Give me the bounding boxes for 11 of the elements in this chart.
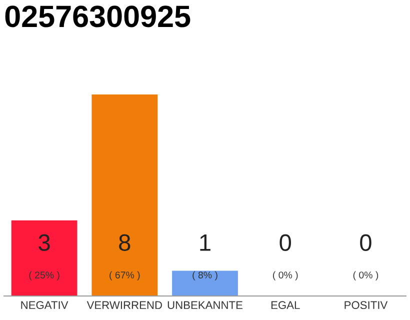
data-label: 8 ( 67% ) bbox=[110, 234, 140, 280]
data-label: 0 ( 0% ) bbox=[353, 234, 378, 280]
data-label: 0 ( 0% ) bbox=[273, 234, 298, 280]
x-tick-label: UNBEKANNTE bbox=[168, 301, 242, 310]
x-tick-label: POSITIV bbox=[344, 301, 388, 310]
x-tick-label: EGAL bbox=[271, 301, 300, 310]
x-tick-label: VERWIRREND bbox=[86, 301, 162, 309]
data-label: 1 ( 8% ) bbox=[192, 234, 218, 280]
chart-title: 02576300925 bbox=[5, 6, 190, 28]
x-tick-label: NEGATIV bbox=[21, 301, 68, 310]
data-label: 3 ( 25% ) bbox=[29, 234, 60, 280]
